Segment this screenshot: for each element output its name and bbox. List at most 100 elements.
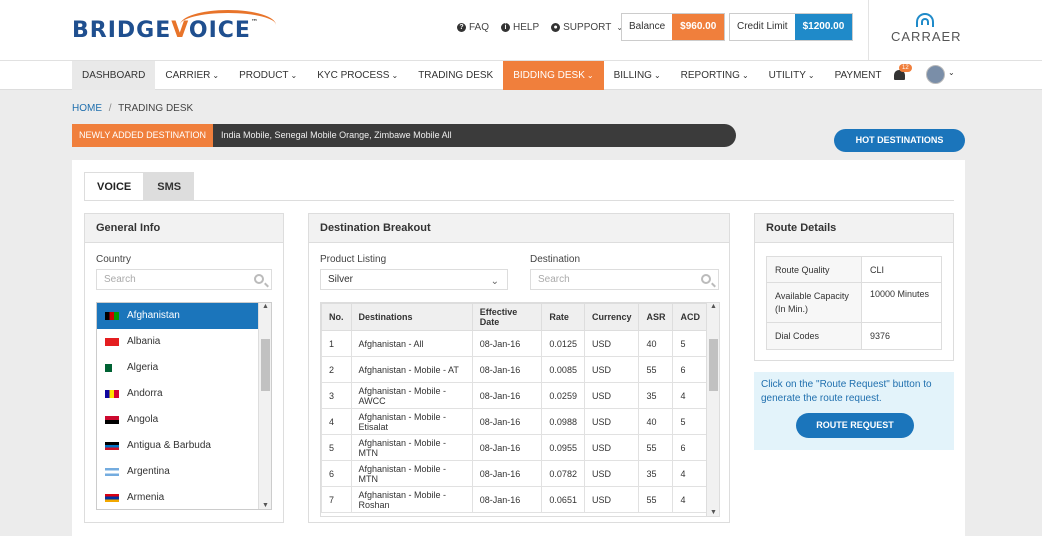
bell-icon[interactable] bbox=[894, 68, 906, 80]
list-item[interactable]: Angola bbox=[97, 407, 271, 433]
nav-label: PRODUCT bbox=[239, 70, 289, 81]
col-rate[interactable]: Rate bbox=[541, 303, 585, 331]
cell-currency: USD bbox=[583, 460, 640, 487]
nav-billing[interactable]: BILLING ⌄ bbox=[604, 61, 671, 90]
scroll-down-icon[interactable]: ▼ bbox=[710, 509, 717, 516]
breadcrumb: HOME / TRADING DESK bbox=[72, 103, 193, 114]
hot-destinations-button[interactable]: HOT DESTINATIONS bbox=[834, 129, 965, 152]
breakout-table: No. Destinations Effective Date Rate Cur… bbox=[321, 303, 708, 513]
country-list-scrollbar[interactable]: ▲ ▼ bbox=[258, 303, 271, 509]
cell-asr: 55 bbox=[638, 434, 674, 461]
country-name: Andorra bbox=[127, 388, 163, 399]
destination-search-placeholder: Search bbox=[538, 274, 570, 285]
nav-kyc-process[interactable]: KYC PROCESS ⌄ bbox=[307, 61, 408, 90]
help-link[interactable]: i HELP bbox=[501, 22, 539, 33]
breakout-table-scrollbar[interactable]: ▲ ▼ bbox=[706, 303, 719, 516]
nav-label: PAYMENT bbox=[834, 70, 882, 81]
ticker-message: India Mobile, Senegal Mobile Orange, Zim… bbox=[221, 130, 452, 140]
nav-reporting[interactable]: REPORTING ⌄ bbox=[671, 61, 759, 90]
list-item[interactable]: Argentina bbox=[97, 459, 271, 485]
general-info-card: General Info Country Search Afghanistan … bbox=[84, 213, 284, 523]
list-item[interactable]: Andorra bbox=[97, 381, 271, 407]
table-row: Available Capacity (In Min.) 10000 Minute… bbox=[766, 282, 942, 323]
table-row[interactable]: 2 Afghanistan - Mobile - AT 08-Jan-16 0.008… bbox=[321, 356, 708, 383]
tab-voice[interactable]: VOICE bbox=[84, 172, 145, 201]
cell-acd: 5 bbox=[672, 408, 708, 435]
bell-shape bbox=[894, 70, 905, 80]
table-row[interactable]: 6 Afghanistan - Mobile - MTN 08-Jan-16 0.07… bbox=[321, 460, 708, 487]
cell-asr: 40 bbox=[638, 408, 674, 435]
list-item[interactable]: Armenia bbox=[97, 485, 271, 509]
chevron-down-icon: ⌄ bbox=[586, 71, 594, 80]
country-label: Country bbox=[96, 254, 132, 265]
table-row[interactable]: 3 Afghanistan - Mobile - AWCC 08-Jan-16 0.0… bbox=[321, 382, 708, 409]
chevron-down-icon: ⌄ bbox=[290, 71, 298, 80]
chevron-down-icon: ⌄ bbox=[741, 71, 749, 80]
cell-currency: USD bbox=[583, 486, 640, 513]
col-asr[interactable]: ASR bbox=[638, 303, 674, 331]
support-label: SUPPORT bbox=[563, 22, 612, 33]
scroll-thumb[interactable] bbox=[261, 339, 270, 391]
country-search-input[interactable]: Search bbox=[96, 269, 272, 290]
col-no[interactable]: No. bbox=[321, 303, 352, 331]
table-row[interactable]: 5 Afghanistan - Mobile - MTN 08-Jan-16 0.09… bbox=[321, 434, 708, 461]
nav-trading-desk[interactable]: TRADING DESK bbox=[408, 61, 503, 90]
scroll-down-icon[interactable]: ▼ bbox=[262, 502, 269, 509]
country-name: Albania bbox=[127, 336, 161, 347]
signal-inner-icon bbox=[921, 18, 929, 25]
headset-icon: ● bbox=[551, 23, 561, 32]
albania-flag-icon bbox=[105, 338, 119, 346]
chevron-down-icon[interactable]: ⌄ bbox=[948, 68, 955, 77]
cell-date: 08-Jan-16 bbox=[471, 434, 543, 461]
nav-label: TRADING DESK bbox=[418, 70, 494, 81]
scroll-up-icon[interactable]: ▲ bbox=[262, 303, 269, 310]
nav-payment[interactable]: PAYMENT bbox=[825, 61, 892, 90]
product-listing-select[interactable]: Silver ⌄ bbox=[320, 269, 508, 290]
cell-asr: 35 bbox=[638, 460, 674, 487]
andorra-flag-icon bbox=[105, 390, 119, 398]
cell-destination: Afghanistan - Mobile - Roshan bbox=[350, 486, 473, 513]
afghanistan-flag-icon bbox=[105, 312, 119, 320]
list-item[interactable]: Albania bbox=[97, 329, 271, 355]
cell-no: 3 bbox=[321, 382, 352, 409]
list-item[interactable]: Afghanistan bbox=[97, 303, 271, 329]
col-effective-date[interactable]: Effective Date bbox=[471, 303, 543, 331]
table-row[interactable]: 1 Afghanistan - All 08-Jan-16 0.0125 USD 40 5 bbox=[321, 330, 708, 357]
cell-date: 08-Jan-16 bbox=[471, 408, 543, 435]
route-details-card: Route Details Route Quality CLI Available… bbox=[754, 213, 954, 361]
table-row[interactable]: 4 Afghanistan - Mobile - Etisalat 08-Jan-1… bbox=[321, 408, 708, 435]
list-item[interactable]: Antigua & Barbuda bbox=[97, 433, 271, 459]
scroll-up-icon[interactable]: ▲ bbox=[710, 303, 717, 310]
col-acd[interactable]: ACD bbox=[672, 303, 708, 331]
nav-bidding-desk[interactable]: BIDDING DESK ⌄ bbox=[503, 61, 604, 90]
col-destinations[interactable]: Destinations bbox=[350, 303, 473, 331]
tab-divider bbox=[84, 200, 954, 201]
main-nav-bar: DASHBOARD CARRIER ⌄ PRODUCT ⌄ KYC PROCESS ⌄… bbox=[0, 60, 1042, 90]
list-item[interactable]: Algeria bbox=[97, 355, 271, 381]
destination-search-input[interactable]: Search bbox=[530, 269, 719, 290]
tab-sms[interactable]: SMS bbox=[144, 172, 195, 201]
product-listing-label: Product Listing bbox=[320, 254, 387, 265]
col-currency[interactable]: Currency bbox=[583, 303, 640, 331]
country-list[interactable]: Afghanistan Albania Algeria Andorra Ango… bbox=[96, 302, 272, 510]
nav-utility[interactable]: UTILITY ⌄ bbox=[759, 61, 825, 90]
product-listing-value: Silver bbox=[328, 274, 354, 285]
avatar[interactable] bbox=[926, 65, 945, 84]
breadcrumb-home[interactable]: HOME bbox=[72, 103, 102, 114]
nav-product[interactable]: PRODUCT ⌄ bbox=[229, 61, 307, 90]
balance-value: $960.00 bbox=[672, 14, 725, 40]
table-row[interactable]: 7 Afghanistan - Mobile - Roshan 08-Jan-16 0… bbox=[321, 486, 708, 513]
help-label: HELP bbox=[513, 22, 540, 33]
chevron-down-icon: ⌄ bbox=[391, 71, 399, 80]
cell-no: 6 bbox=[321, 460, 352, 487]
cell-asr: 35 bbox=[638, 382, 674, 409]
nav-carrier[interactable]: CARRIER ⌄ bbox=[155, 61, 229, 90]
search-icon bbox=[701, 274, 711, 284]
balance-label: Balance bbox=[622, 14, 673, 40]
nav-dashboard[interactable]: DASHBOARD bbox=[72, 61, 156, 90]
route-request-button[interactable]: ROUTE REQUEST bbox=[796, 413, 914, 438]
support-link[interactable]: ● SUPPORT ⌄ bbox=[551, 22, 623, 33]
faq-link[interactable]: ? FAQ bbox=[457, 22, 489, 33]
scroll-thumb[interactable] bbox=[709, 339, 718, 391]
cell-currency: USD bbox=[583, 434, 640, 461]
